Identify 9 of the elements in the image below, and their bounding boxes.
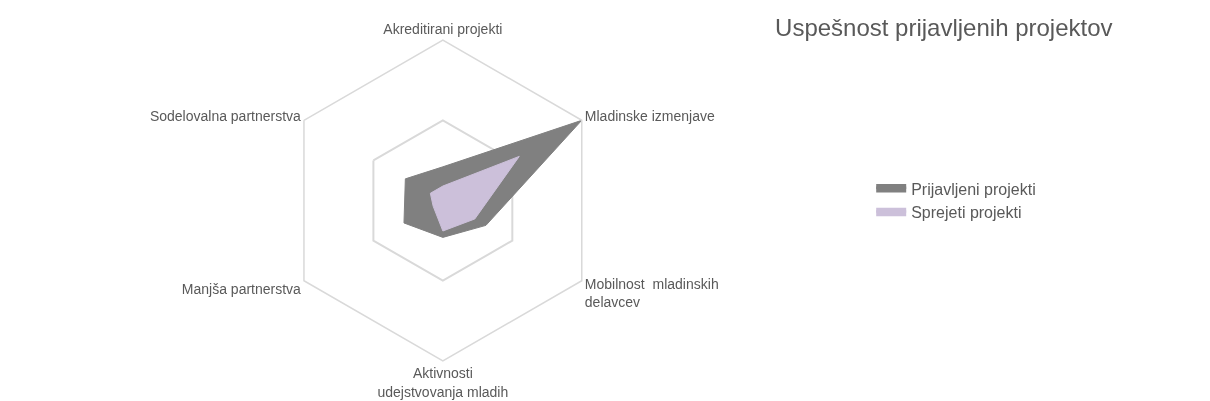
chart-title: Uspešnost prijavljenih projektov <box>775 14 1113 42</box>
spoke-label: Sodelovalna partnerstva <box>149 108 302 125</box>
legend-label: Prijavljeni projekti <box>911 180 1036 198</box>
legend-label: Sprejeti projekti <box>911 204 1022 222</box>
spoke-label: Akreditirani projekti <box>383 20 503 37</box>
spoke-label: Manjša partnerstva <box>181 280 302 297</box>
spoke-label: Mladinske izmenjave <box>584 108 715 125</box>
spoke-label: Aktivnosti udejstvovanja mladih <box>377 365 509 400</box>
spoke-label: Mobilnost mladinskih delavcev <box>584 276 719 311</box>
